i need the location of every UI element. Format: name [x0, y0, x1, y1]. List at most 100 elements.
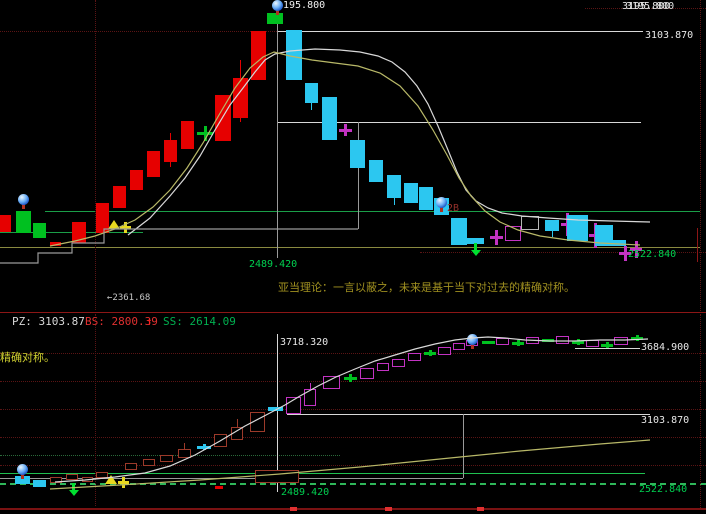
gridline-horizontal — [0, 465, 706, 466]
candle-body-hollow — [323, 376, 340, 389]
candle-body — [215, 95, 231, 141]
candle-body — [404, 183, 418, 203]
candle-wick — [394, 198, 395, 205]
gridline-horizontal — [585, 8, 706, 9]
candle-body-hollow — [438, 347, 451, 355]
candle-cross — [204, 126, 207, 141]
candle-body — [419, 187, 433, 210]
status-bar: PZ: 3103.87 BS: 2800.39 ↑ SS: 2614.09 — [0, 315, 706, 328]
candle-body-hollow — [377, 363, 389, 371]
candle-body-hollow — [50, 477, 62, 483]
candle-body-hollow — [614, 337, 628, 345]
candle-body-hollow — [556, 336, 569, 344]
candle-wick — [237, 419, 238, 427]
axis-tick — [477, 507, 484, 511]
gridline-horizontal — [420, 252, 706, 253]
down-arrow-icon — [471, 250, 481, 256]
candle-body — [164, 140, 177, 162]
pivot-low-label: 2489.420 — [281, 487, 330, 498]
candle-cross — [495, 230, 498, 245]
candle-body-hollow — [250, 412, 265, 432]
candle-body — [72, 222, 86, 243]
candle-body — [286, 30, 302, 80]
crosshair-line — [358, 122, 359, 229]
candle-cross — [429, 350, 432, 356]
candle-cross — [606, 342, 609, 348]
candle-cross — [349, 374, 352, 382]
candle-body — [33, 480, 46, 487]
marker-pin — [276, 9, 279, 15]
candle-body — [268, 407, 283, 411]
candle-wick — [311, 103, 312, 110]
plus-marker-icon — [122, 477, 125, 488]
marker-pin — [22, 203, 25, 209]
candle-cross — [517, 340, 520, 346]
gridline-horizontal — [0, 381, 706, 382]
wave-label: 2B — [447, 203, 460, 214]
candle-body-hollow — [286, 397, 301, 414]
candle-body — [369, 160, 383, 182]
candle-cross — [203, 444, 206, 450]
pivot-low-label: 2489.420 — [249, 259, 298, 270]
candle-body-hollow — [255, 470, 299, 483]
candle-body — [451, 218, 467, 245]
peak-price-label: 3718.320 — [280, 337, 329, 348]
bottom-border — [0, 508, 706, 510]
ball-marker-icon — [272, 0, 283, 11]
last-price-label: 2522.840 — [639, 484, 688, 495]
gridline-horizontal — [0, 31, 277, 32]
axis-tick — [385, 507, 392, 511]
candle-body — [251, 31, 266, 80]
candle-body — [387, 175, 401, 198]
ball-marker-icon — [436, 197, 447, 208]
candle-body — [16, 211, 31, 233]
adam-theory-annotation: 亚当理论：一言以蔽之，未来是基于当下对过去的精确对称。 — [278, 281, 575, 294]
candle-body — [233, 78, 248, 118]
level-line — [278, 31, 643, 32]
panel-divider — [0, 312, 706, 313]
marker-pin — [21, 473, 24, 479]
candle-body — [322, 97, 337, 140]
candle-body — [215, 486, 223, 489]
gridline-vertical — [95, 0, 96, 310]
candle-cross — [636, 335, 639, 341]
candle-cross — [344, 124, 347, 136]
candle-body-hollow — [505, 226, 521, 241]
candle-body — [15, 476, 30, 484]
crosshair-line — [277, 334, 278, 492]
last-price-label: 2522.840 — [628, 249, 677, 260]
level-line — [575, 348, 640, 349]
candle-body — [482, 341, 495, 344]
down-arrow-icon — [69, 490, 79, 496]
pz-value: PZ: 3103.87 — [12, 315, 85, 328]
candle-body — [567, 215, 588, 241]
level-line — [287, 414, 650, 415]
candle-body — [267, 13, 283, 24]
candle-wick — [240, 60, 241, 78]
mid-level-label: 3103.870 — [641, 415, 690, 426]
gridline-horizontal — [0, 437, 706, 438]
candle-body — [181, 121, 194, 149]
down-arrow-icon — [474, 243, 477, 251]
ball-marker-icon — [17, 464, 28, 475]
candle-body-hollow — [453, 343, 465, 350]
candle-body-hollow — [304, 389, 316, 406]
candle-body-hollow — [521, 216, 539, 230]
candle-body — [305, 83, 318, 103]
candle-body-hollow — [392, 359, 405, 367]
triangle-marker-icon — [105, 475, 117, 484]
candle-body-hollow — [125, 463, 137, 470]
candle-body-hollow — [360, 368, 374, 379]
candle-body-hollow — [408, 353, 421, 361]
candle-body-hollow — [496, 338, 509, 345]
candle-body — [50, 242, 61, 246]
candle-wick — [552, 231, 553, 237]
candle-body-hollow — [231, 427, 243, 440]
triangle-marker-icon — [108, 220, 120, 229]
candle-wick — [240, 118, 241, 122]
candle-body — [542, 339, 554, 342]
axis-tick — [290, 507, 297, 511]
wrapped-text-annotation: 精确对称。 — [0, 351, 55, 364]
candle-body — [130, 170, 143, 190]
